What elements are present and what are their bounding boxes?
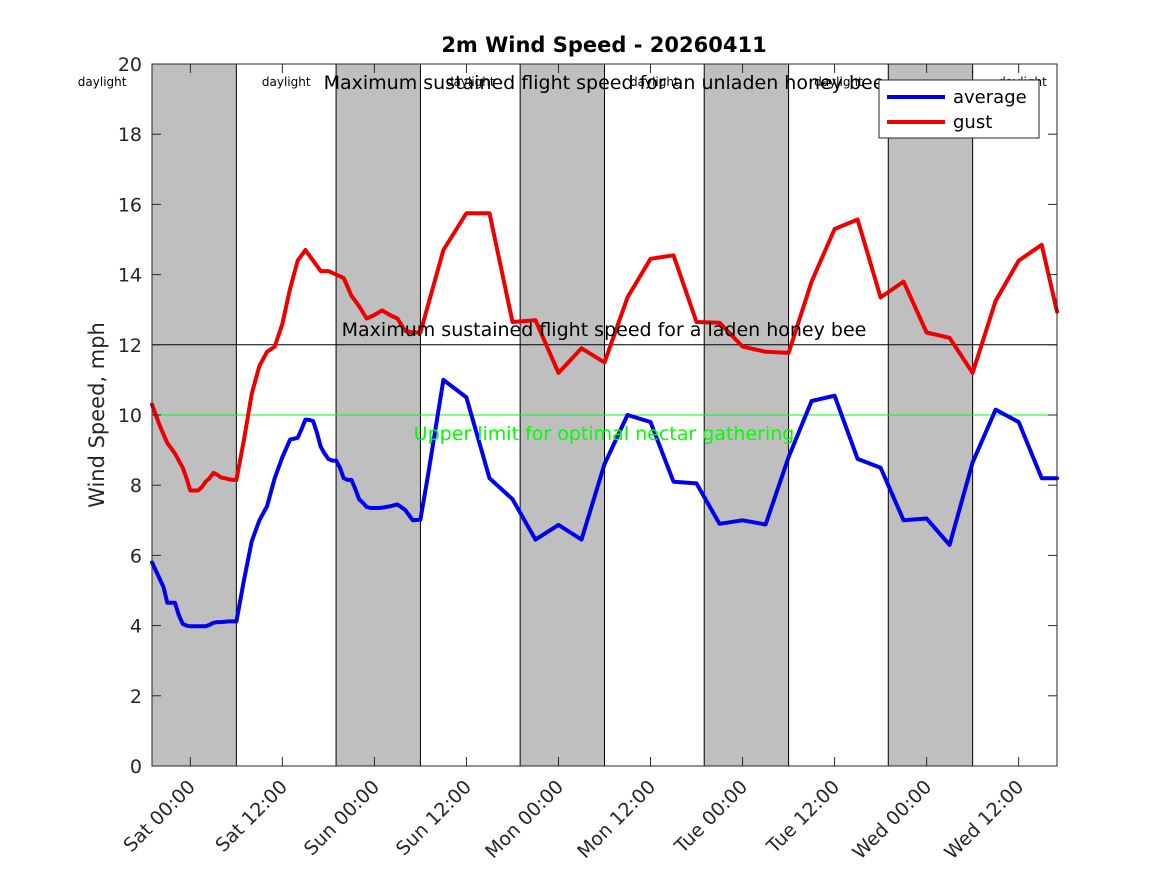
y-tick-label: 2 <box>130 686 142 708</box>
daylight-label: daylight <box>446 75 495 89</box>
y-tick-label: 18 <box>118 124 142 146</box>
y-tick-label: 0 <box>130 756 142 778</box>
legend-label: gust <box>953 112 992 133</box>
y-tick-label: 12 <box>118 335 142 357</box>
reference-label: Maximum sustained flight speed for an un… <box>324 72 885 94</box>
series-line-average <box>150 377 1059 629</box>
y-tick-label: 16 <box>118 194 142 216</box>
y-tick-label: 8 <box>130 475 142 497</box>
legend: average gust <box>878 79 1040 139</box>
daylight-label: daylight <box>78 75 127 89</box>
legend-label: average <box>953 87 1027 108</box>
y-tick-label: 10 <box>118 405 142 427</box>
daylight-label: daylight <box>262 75 311 89</box>
chart-title: 2m Wind Speed - 20260411 <box>441 33 766 57</box>
y-tick-label: 14 <box>118 265 142 287</box>
y-axis-label: Wind Speed, mph <box>85 322 109 508</box>
y-tick-label: 4 <box>130 616 142 638</box>
y-tick-label: 6 <box>130 545 142 567</box>
daylight-labels: daylight daylight daylight daylight daylight… <box>78 75 1047 89</box>
legend-box <box>878 79 1040 139</box>
series-lines <box>150 211 1059 629</box>
daylight-label: daylight <box>630 75 679 89</box>
reference-labels: Maximum sustained flight speed for an un… <box>324 72 885 445</box>
reference-label: Maximum sustained flight speed for a lad… <box>342 319 867 341</box>
reference-label: Upper limit for optimal nectar gathering <box>414 423 795 445</box>
daylight-label: daylight <box>814 75 863 89</box>
series-line-gust <box>150 211 1059 493</box>
y-tick-label: 20 <box>118 54 142 76</box>
